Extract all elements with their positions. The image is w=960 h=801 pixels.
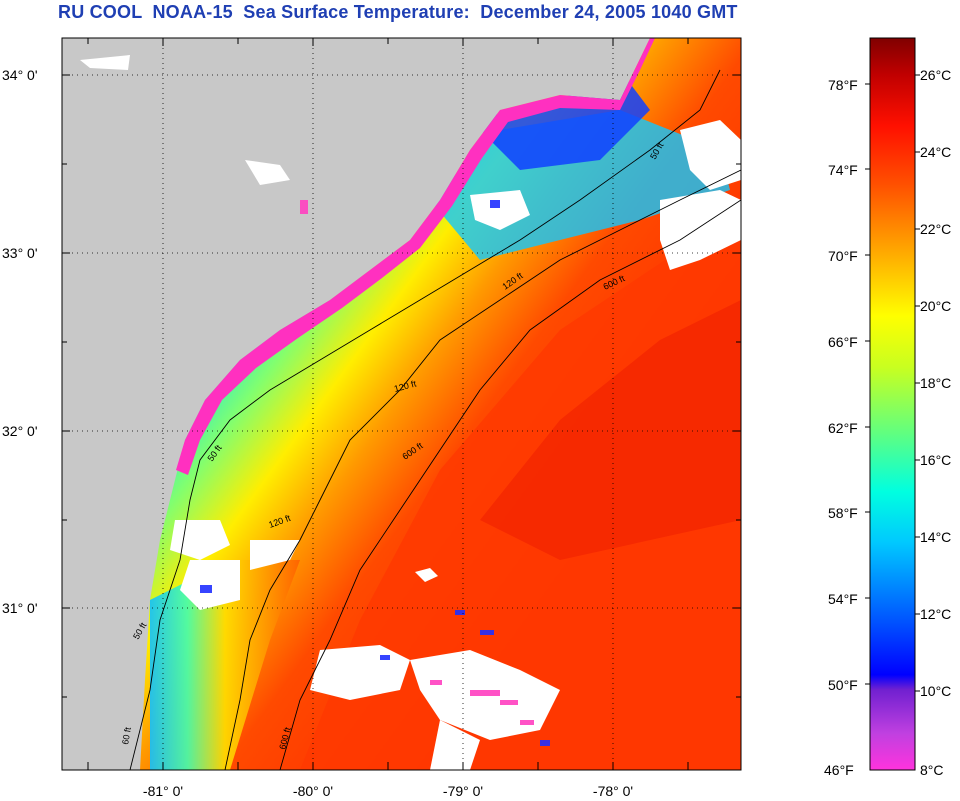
cb-f-74: 74°F — [828, 162, 858, 178]
cb-c-16: 16°C — [920, 452, 951, 468]
lon-label-79: -79° 0' — [443, 783, 483, 799]
cb-c-14: 14°C — [920, 529, 951, 545]
cb-f-70: 70°F — [828, 248, 858, 264]
depth-contours — [129, 69, 741, 770]
graticule — [62, 38, 741, 770]
cb-f-66: 66°F — [828, 334, 858, 350]
cloud-patches — [80, 55, 741, 770]
cb-c-10: 10°C — [920, 683, 951, 699]
colorbar-gradient — [869, 37, 916, 771]
contour-label-60ft: 60 ft — [120, 726, 133, 745]
map-title: RU COOL NOAA-15 Sea Surface Temperature:… — [58, 2, 738, 22]
cb-c-12: 12°C — [920, 606, 951, 622]
cb-f-78: 78°F — [828, 77, 858, 93]
lon-label-80: -80° 0' — [293, 783, 333, 799]
map-ticks — [62, 38, 741, 770]
cb-c-26: 26°C — [920, 67, 951, 83]
lon-label-81: -81° 0' — [143, 783, 183, 799]
cb-f-50: 50°F — [828, 677, 858, 693]
cb-f-46: 46°F — [824, 762, 854, 778]
colorbar: 78°F 74°F 70°F 66°F 62°F 58°F 54°F 50°F … — [824, 37, 951, 778]
lon-label-78: -78° 0' — [593, 783, 633, 799]
cb-c-8: 8°C — [920, 762, 944, 778]
lat-label-32: 32° 0' — [2, 423, 38, 439]
cb-f-54: 54°F — [828, 591, 858, 607]
lat-label-34: 34° 0' — [2, 67, 38, 83]
lat-label-33: 33° 0' — [2, 245, 38, 261]
lat-label-31: 31° 0' — [2, 600, 38, 616]
cb-f-62: 62°F — [828, 420, 858, 436]
cb-c-20: 20°C — [920, 298, 951, 314]
cb-c-18: 18°C — [920, 375, 951, 391]
cb-f-58: 58°F — [828, 505, 858, 521]
cb-c-24: 24°C — [920, 144, 951, 160]
land-mass — [62, 38, 650, 770]
cb-c-22: 22°C — [920, 221, 951, 237]
sst-raster: 50 ft 60 ft 50 ft 50 ft 120 ft 120 ft 12… — [62, 38, 741, 770]
map-frame — [61, 37, 742, 771]
